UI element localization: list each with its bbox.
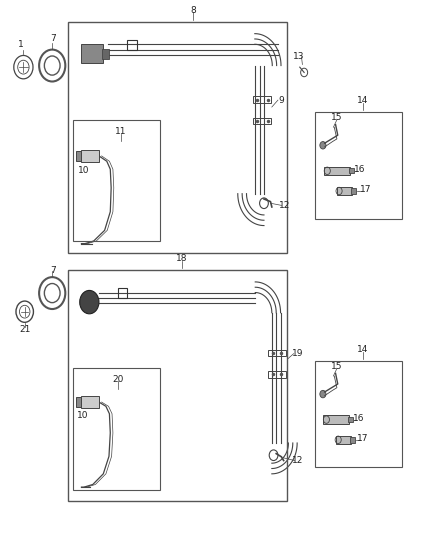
Circle shape xyxy=(80,290,99,314)
Text: 12: 12 xyxy=(292,456,304,465)
Bar xyxy=(81,150,99,163)
Text: 17: 17 xyxy=(357,434,369,443)
Bar xyxy=(349,168,354,173)
Bar xyxy=(81,44,103,63)
Text: 15: 15 xyxy=(331,113,343,122)
Bar xyxy=(76,397,81,407)
Bar xyxy=(118,288,127,298)
Bar xyxy=(348,417,353,422)
Text: 9: 9 xyxy=(279,95,284,104)
Text: 21: 21 xyxy=(19,325,30,334)
Text: 19: 19 xyxy=(292,349,304,358)
Text: 15: 15 xyxy=(331,362,343,371)
Bar xyxy=(350,437,355,443)
Bar xyxy=(253,118,271,124)
Text: 16: 16 xyxy=(354,165,365,174)
Bar xyxy=(337,187,352,195)
Text: 14: 14 xyxy=(357,345,369,354)
Text: 18: 18 xyxy=(176,254,187,263)
Bar xyxy=(336,435,351,444)
Text: 13: 13 xyxy=(293,52,304,61)
Bar xyxy=(315,361,403,467)
Bar xyxy=(127,40,137,50)
Bar xyxy=(268,350,286,357)
Bar xyxy=(351,188,356,194)
Bar xyxy=(253,96,271,103)
Circle shape xyxy=(320,390,326,398)
Bar xyxy=(76,151,81,161)
Text: 16: 16 xyxy=(353,414,364,423)
Bar xyxy=(68,22,287,253)
Text: 1: 1 xyxy=(18,40,24,49)
Bar xyxy=(324,166,350,175)
Text: 10: 10 xyxy=(78,166,89,175)
Text: 8: 8 xyxy=(190,6,196,15)
Bar xyxy=(81,395,99,408)
Text: 7: 7 xyxy=(50,266,56,274)
Text: 14: 14 xyxy=(357,96,369,105)
Text: 17: 17 xyxy=(360,185,371,195)
Bar xyxy=(73,368,160,490)
Text: 11: 11 xyxy=(115,127,127,136)
Text: 20: 20 xyxy=(113,375,124,384)
Bar xyxy=(68,270,287,502)
Bar xyxy=(315,112,403,219)
Text: 7: 7 xyxy=(50,34,56,43)
Text: 10: 10 xyxy=(77,411,88,420)
Bar xyxy=(323,415,349,424)
Bar xyxy=(268,371,286,377)
Bar xyxy=(102,49,109,59)
Bar xyxy=(73,120,160,241)
Text: 12: 12 xyxy=(279,201,291,210)
Circle shape xyxy=(320,142,326,149)
